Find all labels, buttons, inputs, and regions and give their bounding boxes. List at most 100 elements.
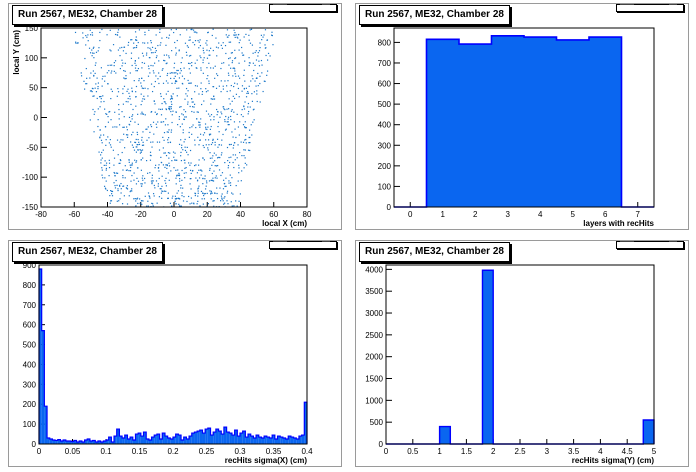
scatter-point <box>191 65 193 67</box>
scatter-point <box>180 151 182 154</box>
scatter-point <box>179 106 181 108</box>
histogram-bar <box>108 437 112 444</box>
scatter-point <box>232 67 234 69</box>
scatter-points <box>74 28 274 208</box>
scatter-point <box>108 159 110 161</box>
scatter-point <box>148 196 151 198</box>
scatter-point <box>228 123 230 126</box>
scatter-point <box>202 194 205 197</box>
histogram-bar <box>44 406 48 444</box>
x-tick-label: 0.4 <box>301 447 313 456</box>
scatter-point <box>167 90 169 92</box>
x-tick-label: -80 <box>35 210 47 219</box>
scatter-point <box>158 170 160 172</box>
scatter-point <box>216 55 218 57</box>
scatter-point <box>252 52 254 54</box>
scatter-point <box>142 175 144 177</box>
scatter-point <box>171 96 173 98</box>
scatter-point <box>212 161 214 163</box>
scatter-point <box>207 31 209 33</box>
scatter-point <box>141 149 144 151</box>
scatter-point <box>160 108 162 111</box>
scatter-point <box>216 114 218 116</box>
scatter-point <box>85 83 87 85</box>
y-tick-label: 1500 <box>365 375 383 384</box>
scatter-point <box>207 139 210 141</box>
scatter-point <box>262 90 264 93</box>
scatter-point <box>113 157 116 159</box>
scatter-point <box>104 80 106 82</box>
scatter-point <box>244 162 246 164</box>
scatter-point <box>107 121 110 123</box>
scatter-point <box>86 77 88 79</box>
scatter-point <box>100 101 102 103</box>
scatter-point <box>127 134 129 136</box>
scatter-point <box>198 177 201 179</box>
histogram-bar <box>237 436 240 444</box>
scatter-point <box>83 80 85 82</box>
scatter-point <box>244 121 246 123</box>
scatter-point <box>183 141 185 143</box>
scatter-point <box>178 203 180 205</box>
scatter-point <box>188 131 190 134</box>
scatter-point <box>114 111 116 113</box>
scatter-point <box>234 73 236 75</box>
scatter-point <box>97 88 99 90</box>
scatter-point <box>104 177 106 179</box>
scatter-point <box>249 62 251 64</box>
scatter-point <box>97 50 99 52</box>
scatter-point <box>189 164 191 166</box>
scatter-point <box>178 172 180 174</box>
scatter-point <box>146 205 148 207</box>
scatter-point <box>108 162 111 164</box>
scatter-point <box>144 42 146 44</box>
scatter-point <box>120 159 122 162</box>
scatter-point <box>212 155 214 157</box>
scatter-point <box>163 54 165 56</box>
scatter-point <box>105 139 107 141</box>
scatter-point <box>209 152 211 154</box>
scatter-point <box>197 190 199 192</box>
scatter-point <box>255 59 258 61</box>
scatter-point <box>242 54 244 56</box>
scatter-point <box>110 72 112 74</box>
scatter-point <box>131 90 134 93</box>
histogram-bar <box>76 442 80 444</box>
scatter-point <box>129 190 131 193</box>
scatter-point <box>139 149 141 151</box>
scatter-point <box>174 80 177 83</box>
scatter-point <box>194 40 197 42</box>
scatter-point <box>220 154 223 156</box>
scatter-point <box>113 65 115 67</box>
scatter-point <box>215 154 217 156</box>
scatter-point <box>114 175 116 177</box>
scatter-point <box>111 195 114 197</box>
scatter-point <box>257 55 259 57</box>
y-tick-label: 50 <box>29 84 38 93</box>
scatter-point <box>102 95 104 97</box>
scatter-point <box>137 123 139 125</box>
scatter-point <box>227 167 229 169</box>
scatter-point <box>97 85 99 88</box>
scatter-point <box>180 70 182 72</box>
scatter-point <box>133 179 135 181</box>
scatter-point <box>151 174 153 176</box>
scatter-point <box>225 34 227 36</box>
x-tick-label: 2 <box>473 210 478 219</box>
scatter-point <box>99 96 101 98</box>
histogram-bar <box>491 35 524 207</box>
scatter-point <box>101 142 103 144</box>
y-tick-label: 0 <box>387 203 392 212</box>
scatter-point <box>107 115 109 118</box>
scatter-point <box>172 72 174 74</box>
scatter-point <box>216 177 218 179</box>
scatter-point <box>158 82 160 85</box>
scatter-point <box>242 141 245 143</box>
scatter-point <box>231 52 233 54</box>
scatter-point <box>142 87 144 90</box>
scatter-point <box>176 87 178 89</box>
scatter-point <box>118 200 120 202</box>
scatter-point <box>112 126 114 128</box>
scatter-point <box>139 202 141 204</box>
scatter-point <box>141 77 143 79</box>
